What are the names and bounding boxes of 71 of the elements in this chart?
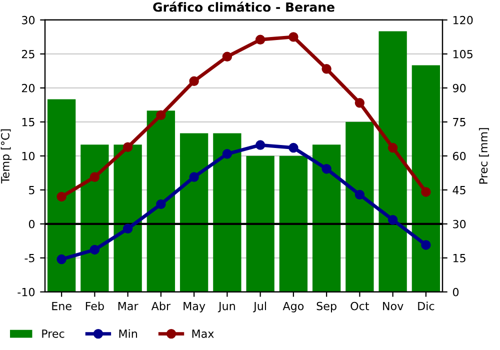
y-tick-label: 15 — [22, 118, 34, 126]
x-tick-label: Abr — [151, 302, 171, 310]
y-tick-label: 20 — [22, 84, 35, 92]
bar — [412, 65, 440, 292]
point — [388, 142, 398, 153]
x-tick-label: Feb — [86, 302, 104, 310]
point — [90, 172, 100, 182]
y-tick-label: 25 — [22, 50, 34, 58]
y2-tick-label: 15 — [453, 254, 466, 262]
point — [189, 172, 199, 182]
x-tick-label: Ene — [52, 302, 72, 310]
point — [122, 224, 133, 234]
y-tick-label: -5 — [24, 254, 34, 262]
x-tick-label: Dic — [418, 302, 434, 310]
y2-tick-label: 45 — [452, 186, 466, 194]
y2-tick-label: 30 — [453, 220, 466, 228]
y-tick-label: 0 — [28, 220, 35, 228]
bar — [114, 144, 142, 292]
y-tick-label: 5 — [29, 186, 34, 194]
x-tick-label: Jun — [218, 302, 235, 312]
bar — [146, 110, 176, 292]
point — [222, 149, 232, 159]
point — [189, 76, 199, 86]
point — [421, 187, 431, 197]
y2-tick-label: 75 — [453, 118, 466, 126]
bar — [279, 156, 308, 292]
y2-tick-label: 90 — [452, 84, 466, 92]
x-tick-label: Sep — [316, 302, 336, 312]
point — [56, 254, 66, 264]
bar — [213, 133, 242, 292]
point — [322, 164, 332, 174]
y-tick-label: 10 — [22, 152, 35, 160]
point — [222, 52, 232, 62]
point — [354, 98, 365, 108]
legend-label: Max — [192, 330, 214, 338]
bar — [312, 144, 341, 292]
bar — [47, 99, 76, 292]
x-tick-label: Ago — [282, 302, 304, 312]
legend-label: Min — [119, 329, 137, 338]
point — [156, 110, 166, 120]
y2-tick-label: 105 — [453, 50, 472, 58]
y2-axis-title: Prec [mm] — [478, 128, 489, 184]
y2-tick-label: 120 — [453, 16, 473, 24]
y-tick-label: -10 — [18, 288, 35, 296]
point — [421, 240, 431, 250]
chart-title: Gráfico climático - Berane — [153, 2, 334, 12]
y-axis-title: Temp [°C] — [0, 129, 12, 184]
bar — [246, 156, 274, 292]
x-tick-label: May — [184, 302, 206, 312]
x-tick-label: Nov — [383, 302, 404, 310]
y2-tick-label: 0 — [452, 288, 459, 296]
point — [354, 190, 365, 200]
point — [90, 244, 100, 255]
bar — [378, 31, 407, 292]
point — [322, 64, 332, 74]
y2-tick-label: 60 — [453, 152, 466, 160]
point — [156, 199, 166, 210]
x-tick-label: Jul — [253, 302, 266, 312]
point — [388, 214, 398, 225]
point — [122, 142, 133, 152]
x-tick-label: Oct — [350, 302, 370, 310]
point — [255, 140, 266, 150]
legend-label: Prec — [42, 330, 64, 338]
y-tick-label: 30 — [22, 16, 35, 24]
bar — [346, 122, 374, 292]
x-tick-label: Mar — [118, 302, 138, 310]
point — [255, 34, 266, 45]
bar — [180, 133, 208, 292]
point — [288, 142, 298, 153]
point — [56, 192, 66, 202]
point — [288, 32, 298, 42]
